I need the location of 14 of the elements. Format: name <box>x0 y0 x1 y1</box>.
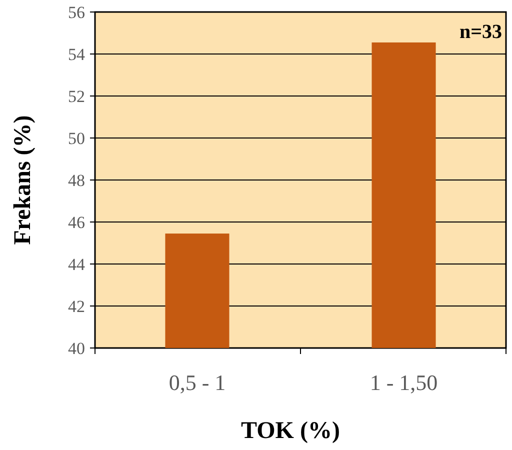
y-tick-label: 44 <box>68 254 86 274</box>
y-tick-label: 48 <box>68 170 85 190</box>
y-tick-label: 50 <box>68 128 85 148</box>
y-axis-title: Frekans (%) <box>10 115 36 245</box>
x-tick-label: 1 - 1,50 <box>370 370 438 395</box>
x-axis-title: TOK (%) <box>241 418 340 444</box>
y-tick-label: 54 <box>68 44 86 64</box>
x-tick-label: 0,5 - 1 <box>168 370 226 395</box>
y-tick-label: 42 <box>68 296 85 316</box>
y-tick-label: 52 <box>68 86 85 106</box>
annotation: n=33 <box>459 21 502 43</box>
y-tick-label: 40 <box>68 338 85 358</box>
y-tick-label: 46 <box>68 212 85 232</box>
y-tick-label: 56 <box>68 2 85 22</box>
